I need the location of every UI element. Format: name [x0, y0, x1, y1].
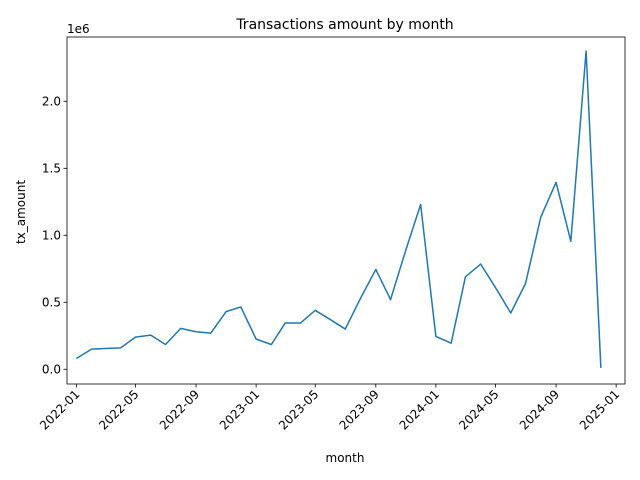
y-axis-title: tx_amount [14, 180, 28, 244]
y-tick-label: 1.5 [42, 161, 61, 175]
y-scale-note: 1e6 [67, 22, 90, 36]
x-axis-title: month [326, 451, 365, 465]
y-tick-label: 1.0 [42, 228, 61, 242]
chart-title: Transactions amount by month [235, 17, 453, 33]
y-tick-label: 0.0 [42, 362, 61, 376]
y-tick-label: 2.0 [42, 94, 61, 108]
axes-frame [66, 36, 626, 385]
series-line-0 [75, 50, 602, 368]
y-tick-label: 0.5 [42, 295, 61, 309]
